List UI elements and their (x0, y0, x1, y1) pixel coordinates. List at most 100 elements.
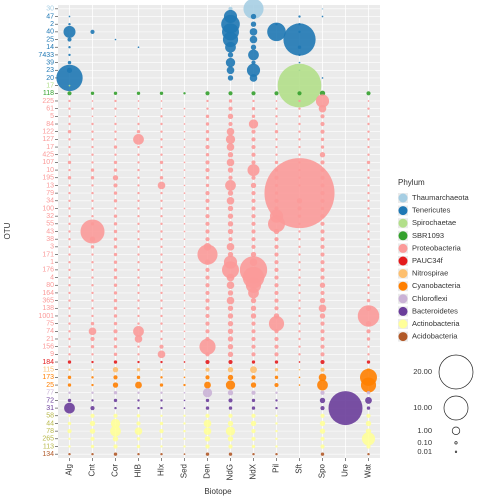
bubble (226, 143, 235, 151)
bubble (298, 245, 301, 249)
bubble (275, 414, 278, 417)
bubble (68, 268, 71, 272)
bubble (251, 413, 256, 418)
bubble (183, 246, 186, 248)
bubble (137, 284, 140, 287)
bubble (90, 91, 95, 95)
bubble (367, 291, 370, 295)
bubble (251, 360, 256, 364)
bubble (183, 261, 186, 264)
bubble (320, 160, 325, 165)
bubble (137, 161, 140, 164)
bubble (365, 397, 372, 404)
bubble (183, 161, 186, 164)
bubble (113, 344, 118, 349)
bubble (205, 237, 210, 242)
bubble (226, 273, 235, 282)
bubble (275, 391, 278, 394)
bubble (251, 160, 256, 165)
bubble (67, 91, 72, 96)
y-tick-label: 9 (50, 351, 54, 358)
bubble (250, 420, 257, 427)
bubble (110, 418, 121, 429)
bubble (227, 213, 234, 219)
bubble (160, 230, 163, 233)
x-tick-label: HIx (157, 464, 166, 476)
bubble (274, 252, 279, 257)
bubble (251, 191, 256, 196)
bubble (319, 428, 326, 434)
bubble (160, 222, 163, 226)
bubble (251, 329, 256, 334)
bubble (320, 390, 325, 395)
bubble (160, 307, 163, 310)
bubble (137, 184, 140, 187)
bubble (89, 236, 96, 242)
bubble (91, 115, 94, 118)
bubble (366, 329, 371, 334)
bubble (320, 114, 325, 119)
bubble (298, 337, 301, 341)
bubble (160, 153, 163, 156)
size-legend-label: 0.10 (417, 438, 432, 447)
bubble (91, 130, 94, 133)
bubble (183, 253, 186, 256)
y-tick-label: 58 (46, 413, 54, 420)
bubble (137, 360, 140, 364)
bubble (183, 399, 186, 402)
bubble (68, 222, 71, 226)
bubble (160, 107, 163, 110)
bubble (298, 314, 301, 318)
bubble (112, 436, 119, 442)
bubble (160, 214, 163, 218)
bubble (114, 122, 117, 126)
bubble (113, 337, 118, 341)
bubble (274, 298, 279, 303)
bubble (137, 191, 140, 195)
bubble (89, 420, 96, 427)
bubble (274, 91, 279, 96)
bubble (183, 422, 186, 425)
bubble (160, 299, 163, 302)
bubble (298, 107, 301, 110)
bubble (227, 221, 234, 227)
bubble (274, 344, 279, 349)
bubble (159, 91, 164, 95)
bubble (137, 115, 140, 118)
y-tick-label: 1001 (38, 313, 54, 320)
bubble (113, 260, 118, 264)
bubble (205, 160, 210, 165)
bubble (113, 306, 118, 310)
bubble (137, 222, 140, 226)
bubble (227, 152, 234, 158)
bubble (298, 61, 301, 64)
bubble (159, 160, 164, 165)
bubble (183, 338, 186, 340)
bubble (91, 299, 94, 302)
bubble (137, 237, 140, 241)
y-tick-label: 176 (42, 267, 54, 274)
bubble (68, 168, 71, 172)
bubble (250, 21, 257, 27)
bubble (319, 397, 326, 404)
bubble (320, 191, 325, 196)
bubble (227, 75, 234, 81)
bubble (90, 413, 95, 418)
x-axis-title: Biotope (204, 487, 232, 496)
bubble (137, 345, 140, 348)
bubble (251, 244, 256, 249)
bubble (365, 420, 372, 427)
bubble (183, 138, 186, 141)
bubble (113, 252, 118, 257)
bubble (68, 445, 71, 448)
bubble (114, 138, 117, 141)
bubble (114, 38, 117, 41)
bubble (206, 99, 209, 103)
y-tick-label: 225 (42, 98, 54, 105)
bubble (160, 291, 163, 295)
bubble (366, 298, 371, 303)
bubble (227, 436, 234, 442)
bubble (227, 190, 234, 196)
bubble (250, 313, 257, 319)
y-tick-label: 44 (46, 420, 54, 427)
